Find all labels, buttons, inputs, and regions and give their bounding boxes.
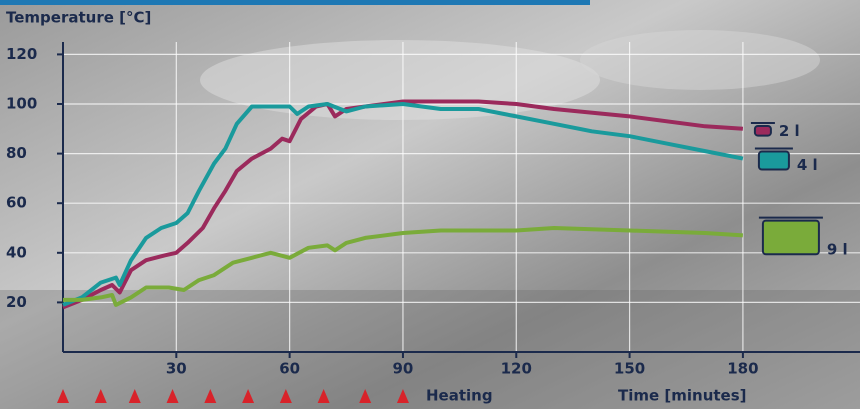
- y-tick-label: 40: [6, 243, 27, 261]
- x-tick-label: 180: [727, 360, 758, 378]
- y-tick-label: 60: [6, 194, 27, 212]
- x-tick-label: 150: [614, 360, 645, 378]
- x-tick-label: 60: [279, 360, 300, 378]
- chart-title: Temperature [°C]: [6, 9, 151, 27]
- x-axis-label: Time [minutes]: [618, 387, 747, 405]
- y-tick-label: 80: [6, 144, 27, 162]
- chart: Temperature [°C] Time [minutes] Heating …: [0, 0, 860, 409]
- legend-label: 9 l: [827, 241, 848, 259]
- legend-label: 2 l: [779, 122, 800, 140]
- legend-pot: [763, 221, 819, 255]
- legend-pot: [759, 152, 789, 170]
- y-tick-label: 100: [6, 95, 37, 113]
- legend-label: 4 l: [797, 156, 818, 174]
- x-tick-label: 90: [393, 360, 414, 378]
- heating-label: Heating: [426, 387, 493, 405]
- y-tick-label: 120: [6, 45, 37, 63]
- x-tick-label: 120: [501, 360, 532, 378]
- y-tick-label: 20: [6, 293, 27, 311]
- top-bar: [0, 0, 590, 5]
- background-shape: [580, 30, 820, 90]
- legend-pot: [755, 126, 771, 136]
- x-tick-label: 30: [166, 360, 187, 378]
